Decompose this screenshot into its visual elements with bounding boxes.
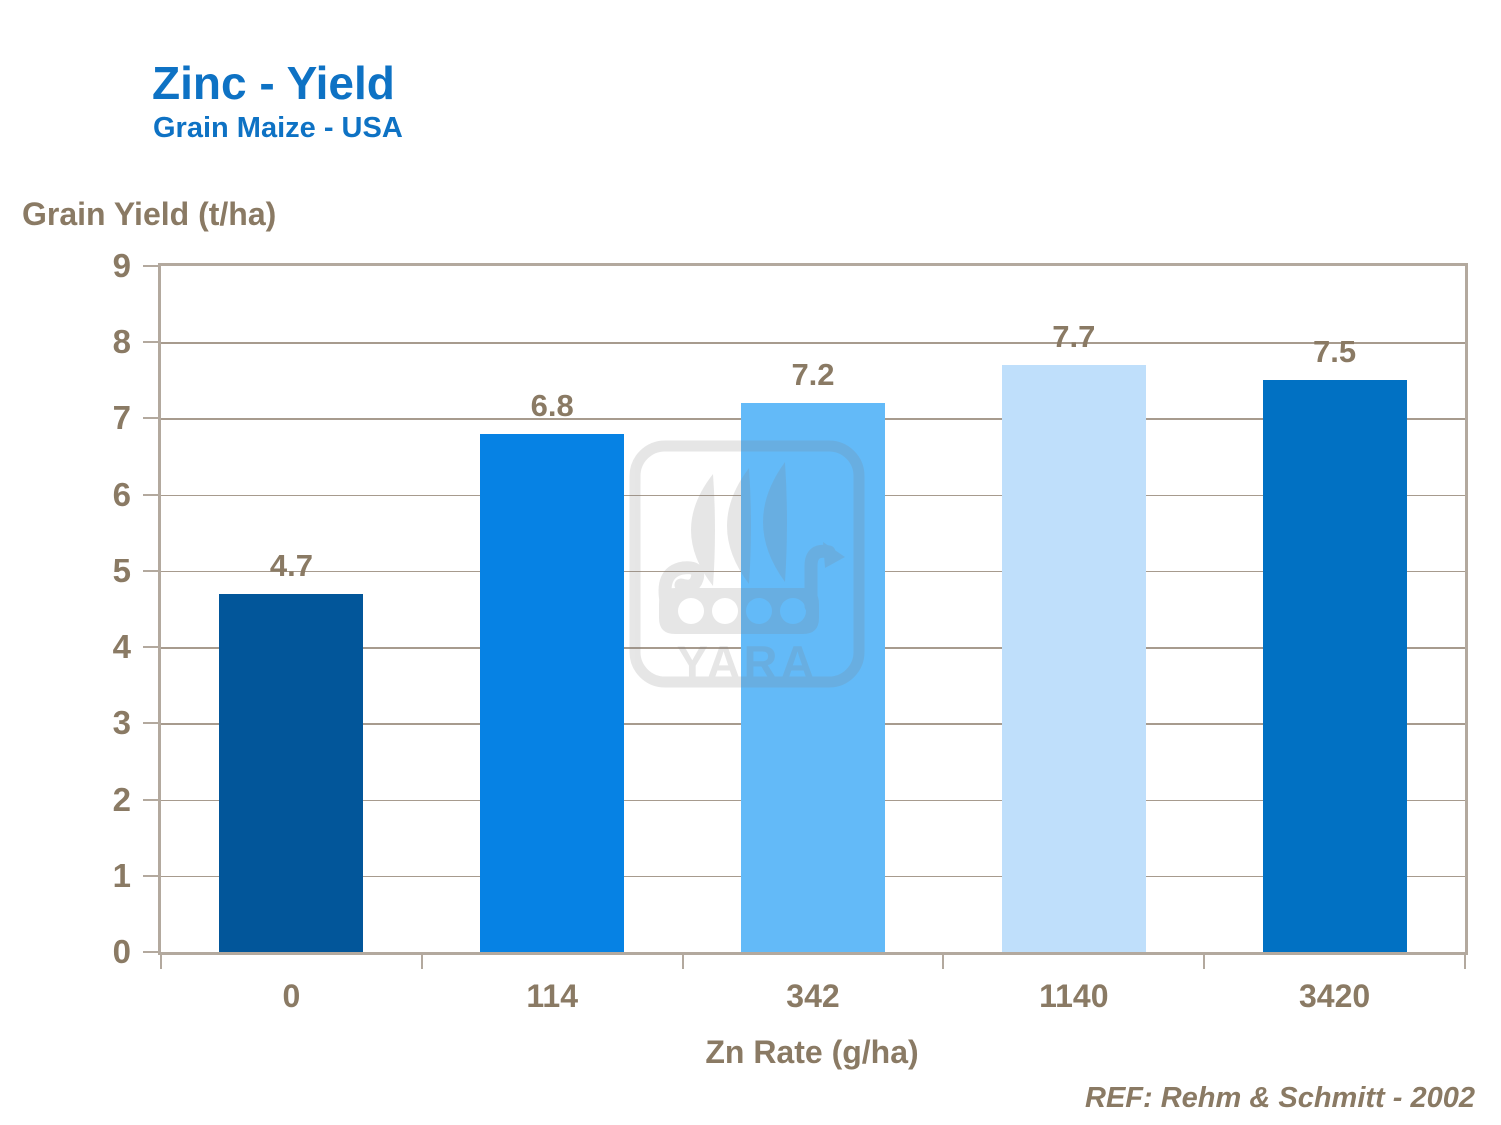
chart-subtitle: Grain Maize - USA: [153, 112, 403, 144]
x-tick: [942, 955, 945, 969]
y-tick: [143, 341, 158, 344]
y-tick: [143, 874, 158, 877]
y-tick: [143, 951, 158, 953]
y-tick-label: 8: [112, 323, 131, 361]
y-tick-label: 5: [112, 551, 131, 589]
reference-citation: REF: Rehm & Schmitt - 2002: [1085, 1082, 1475, 1114]
x-tick-label: 3420: [1299, 978, 1371, 1014]
y-tick-label: 6: [112, 475, 131, 513]
x-tick: [1464, 955, 1466, 969]
x-tick: [1203, 955, 1206, 969]
bar-1140: [1001, 365, 1146, 952]
y-tick: [143, 417, 158, 420]
y-tick: [143, 265, 158, 267]
bar-value-label: 7.2: [791, 357, 835, 393]
x-tick-label: 114: [526, 978, 578, 1014]
y-tick-label: 4: [112, 628, 131, 666]
bar-value-label: 6.8: [530, 387, 574, 423]
y-tick: [143, 646, 158, 649]
gridline: [161, 342, 1465, 344]
plot-area: 4.7 6.8 7.2 7.7 7.5: [158, 263, 1468, 955]
y-tick-label: 2: [112, 780, 131, 818]
x-tick: [160, 955, 162, 969]
bar-342: [741, 403, 885, 952]
bar-value-label: 4.7: [269, 547, 313, 583]
x-tick: [420, 955, 423, 969]
x-axis-title: Zn Rate (g/ha): [705, 1034, 919, 1070]
x-tick-label: 1140: [1039, 978, 1109, 1014]
y-tick-label: 1: [112, 856, 131, 894]
bar-value-label: 7.5: [1313, 334, 1357, 370]
bar-114: [480, 433, 625, 952]
chart-title: Zinc - Yield: [152, 57, 395, 109]
x-axis: 0 114 342 1140 3420: [160, 955, 1466, 1025]
bar-0: [219, 593, 364, 952]
y-tick: [143, 493, 158, 496]
y-axis-title: Grain Yield (t/ha): [22, 196, 277, 232]
y-tick: [143, 569, 158, 572]
y-tick: [143, 798, 158, 801]
y-tick: [143, 722, 158, 725]
y-axis: 0 1 2 3 4 5 6 7 8 9: [0, 247, 158, 970]
x-tick-label: 342: [786, 978, 840, 1014]
bar-value-label: 7.7: [1052, 319, 1096, 355]
y-tick-label: 0: [112, 933, 131, 970]
x-tick-label: 0: [282, 978, 301, 1014]
y-tick-label: 7: [112, 399, 131, 437]
y-tick-label: 3: [112, 704, 131, 742]
bar-3420: [1262, 380, 1407, 952]
y-tick-label: 9: [112, 247, 131, 284]
x-tick: [681, 955, 684, 969]
